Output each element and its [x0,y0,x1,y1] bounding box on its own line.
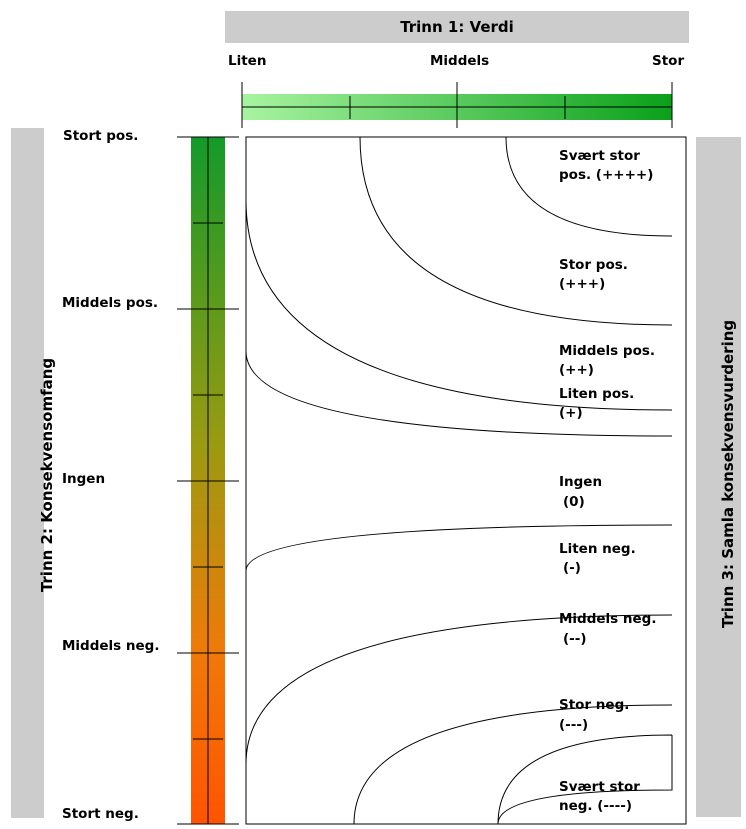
curve-pos-2 [245,199,673,411]
curve-neg-1 [245,524,673,572]
scope-label-stort-neg: Stort neg. [62,806,139,822]
curve-pos-1 [245,350,673,437]
curve-neg-2 [245,614,673,765]
curve-pos-3 [359,136,673,326]
step3-side-band [696,137,741,817]
value-label-low: Liten [228,53,267,69]
scope-label-stort-pos: Stort pos. [63,128,139,144]
consequence-matrix-box [245,136,687,825]
value-label-high: Stor [652,53,685,69]
scope-label-middels-pos: Middels pos. [62,295,159,311]
curve-neg-4 [497,734,673,825]
curve-pos-4 [505,136,673,237]
step2-side-band [11,128,44,818]
step1-header-band [225,11,689,43]
value-label-mid: Middels [430,53,490,69]
curve-neg-3 [353,704,673,825]
scope-label-ingen: Ingen [62,471,106,487]
scope-label-middels-neg: Middels neg. [62,638,160,654]
step1-title: Trinn 1: Verdi [400,18,514,36]
